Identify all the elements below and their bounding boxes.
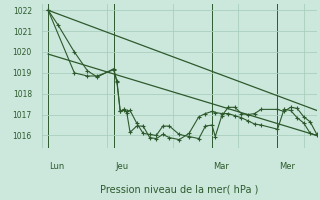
Text: Pression niveau de la mer( hPa ): Pression niveau de la mer( hPa ) (100, 184, 258, 194)
Text: Mer: Mer (279, 162, 295, 171)
Text: Jeu: Jeu (115, 162, 128, 171)
Text: Lun: Lun (50, 162, 65, 171)
Text: Mar: Mar (213, 162, 229, 171)
